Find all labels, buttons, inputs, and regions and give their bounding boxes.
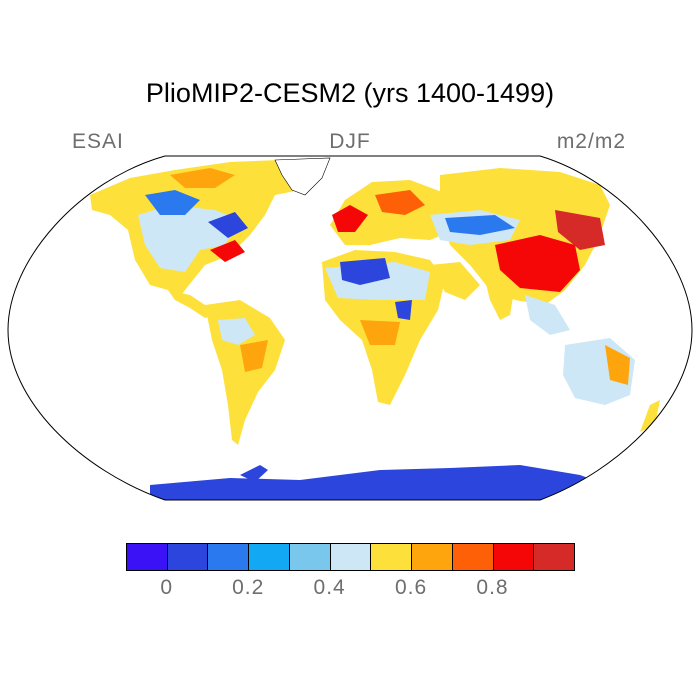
north-america-blue bbox=[145, 190, 200, 215]
north-america-blue-2 bbox=[208, 212, 248, 238]
asia-dark-red bbox=[555, 210, 605, 250]
colorbar-box-1 bbox=[166, 543, 209, 571]
units-label: m2/m2 bbox=[556, 130, 626, 153]
colorbar-box-8 bbox=[451, 543, 494, 571]
north-america-orange bbox=[170, 168, 235, 188]
australia-orange bbox=[605, 345, 630, 385]
central-america-land bbox=[168, 290, 215, 318]
greenland-land bbox=[274, 157, 331, 196]
colorbar-box-5 bbox=[329, 543, 372, 571]
variable-label: ESAI bbox=[72, 130, 124, 153]
india-land bbox=[485, 280, 515, 320]
africa-orange bbox=[360, 320, 400, 345]
south-america-cool bbox=[218, 318, 255, 345]
north-america-red bbox=[210, 240, 245, 262]
colorbar-box-3 bbox=[248, 543, 290, 571]
asia-red bbox=[495, 235, 580, 292]
colorbar-box-2 bbox=[207, 543, 250, 571]
southeast-asia-land bbox=[525, 295, 570, 335]
colorbar-box-10 bbox=[533, 543, 575, 571]
colorbar-tick-label: 0.2 bbox=[232, 576, 265, 599]
arabia-land bbox=[430, 262, 480, 300]
colorbar bbox=[126, 543, 575, 571]
antarctic-peninsula bbox=[240, 465, 268, 482]
europe-red bbox=[332, 205, 368, 232]
colorbar-box-4 bbox=[288, 543, 331, 571]
map-title: PlioMIP2-CESM2 (yrs 1400-1499) bbox=[145, 78, 555, 108]
new-zealand-land bbox=[640, 400, 660, 432]
colorbar-box-7 bbox=[411, 543, 453, 571]
colorbar-tick-label: 0.4 bbox=[313, 576, 346, 599]
colorbar-box-0 bbox=[126, 543, 168, 571]
colorbar-box-6 bbox=[370, 543, 413, 571]
land-fields bbox=[90, 157, 660, 500]
europe-orange bbox=[375, 190, 425, 215]
africa-blue-2 bbox=[395, 300, 412, 320]
map-outline bbox=[7, 155, 693, 501]
colorbar-tick-label: 0.8 bbox=[476, 576, 509, 599]
antarctica-land bbox=[150, 465, 640, 500]
season-label: DJF bbox=[329, 130, 371, 153]
colorbar-box-9 bbox=[492, 543, 535, 571]
colorbar-tick-label: 0.6 bbox=[394, 576, 428, 599]
africa-blue bbox=[340, 258, 390, 285]
south-america-orange bbox=[240, 340, 268, 372]
colorbar-tick-label: 0 bbox=[160, 576, 174, 599]
asia-blue bbox=[445, 215, 515, 235]
